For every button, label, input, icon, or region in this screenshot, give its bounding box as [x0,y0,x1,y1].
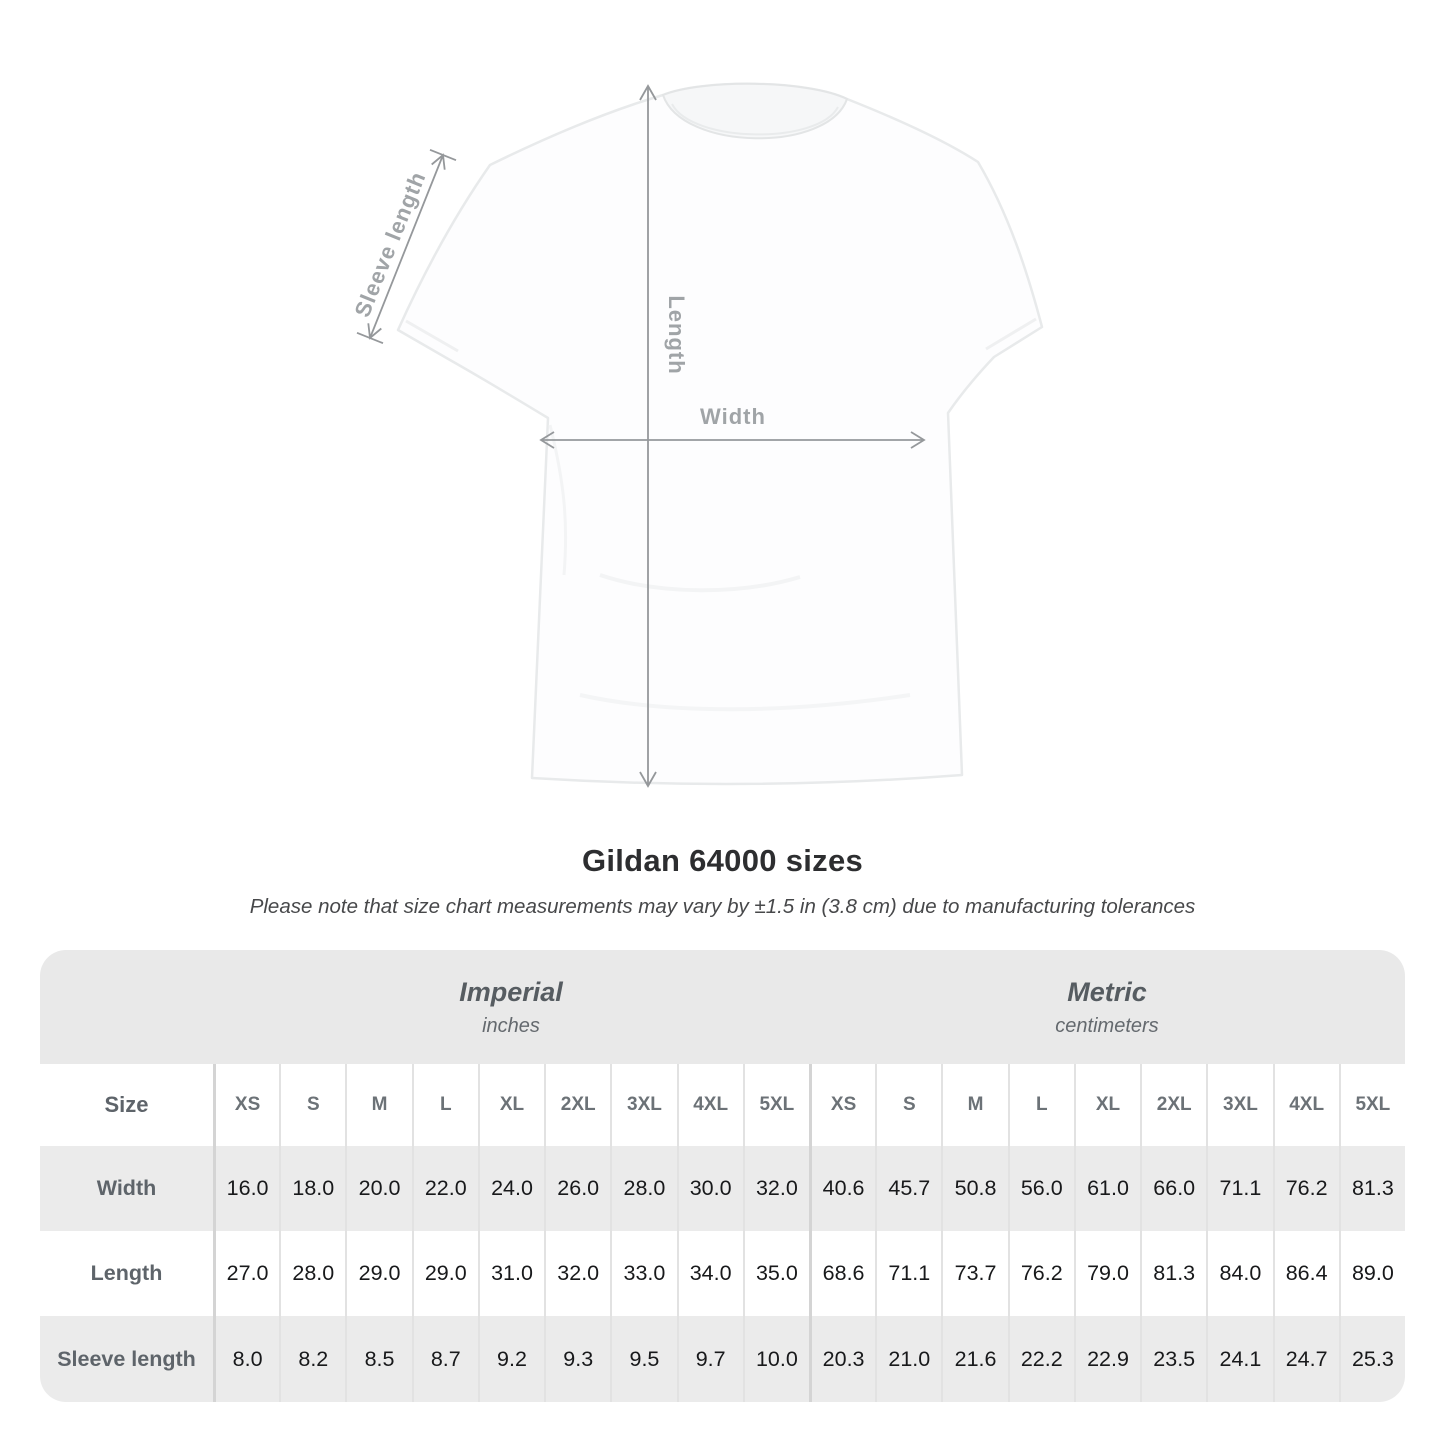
value-length-imperial-m: 29.0 [345,1231,412,1316]
size-header-metric-m: M [941,1064,1008,1146]
size-header-imperial-xl: XL [477,1064,545,1146]
value-length-imperial-2xl: 32.0 [544,1231,611,1316]
value-width-imperial-2xl: 26.0 [544,1146,611,1231]
value-width-metric-2xl: 66.0 [1140,1146,1207,1231]
size-header-imperial-m: M [345,1064,412,1146]
tshirt-image [396,82,1044,786]
imperial-group-title: Imperial [459,976,563,1007]
value-width-metric-s: 45.7 [875,1146,942,1231]
size-header-imperial-2xl: 2XL [544,1064,611,1146]
value-sleeve-length-metric-m: 21.6 [941,1316,1008,1402]
value-width-metric-xl: 61.0 [1073,1146,1141,1231]
size-header-imperial-l: L [411,1064,478,1146]
value-length-metric-l: 76.2 [1007,1231,1074,1316]
value-width-imperial-m: 20.0 [345,1146,412,1231]
value-length-metric-xs: 68.6 [808,1231,876,1316]
value-length-imperial-s: 28.0 [279,1231,346,1316]
metric-group-title: Metric [1067,976,1147,1007]
tshirt-measurement-figure: Sleeve length Length Width [349,55,1050,820]
collar [661,82,849,140]
value-sleeve-length-metric-l: 22.2 [1007,1316,1074,1402]
value-sleeve-length-imperial-3xl: 9.5 [610,1316,677,1402]
value-length-metric-3xl: 84.0 [1206,1231,1273,1316]
size-chart-table: Imperial inches Metric centimeters Size X… [40,950,1405,1402]
value-width-metric-m: 50.8 [941,1146,1008,1231]
value-sleeve-length-metric-5xl: 25.3 [1338,1316,1405,1402]
tshirt-graphic: Sleeve length Length Width [349,82,1044,788]
value-sleeve-length-imperial-4xl: 9.7 [676,1316,743,1402]
value-sleeve-length-metric-xl: 22.9 [1073,1316,1141,1402]
value-sleeve-length-imperial-s: 8.2 [279,1316,346,1402]
metric-group-unit: centimeters [1055,1014,1159,1037]
size-header-imperial-5xl: 5XL [742,1064,809,1146]
size-header-metric-xs: XS [808,1064,876,1146]
value-length-metric-2xl: 81.3 [1140,1231,1207,1316]
value-width-imperial-xs: 16.0 [213,1146,280,1231]
size-header-metric-3xl: 3XL [1206,1064,1273,1146]
row-label-sleeve-length: Sleeve length [40,1316,213,1402]
width-arrow [539,431,926,449]
metric-group-header: Metric centimeters [808,950,1405,1064]
length-label: Length [664,295,689,374]
size-header-metric-l: L [1007,1064,1074,1146]
page-subtitle: Please note that size chart measurements… [249,895,1196,918]
value-sleeve-length-metric-3xl: 24.1 [1206,1316,1273,1402]
value-sleeve-length-imperial-2xl: 9.3 [544,1316,611,1402]
value-length-imperial-5xl: 35.0 [742,1231,809,1316]
size-header-metric-xl: XL [1073,1064,1141,1146]
value-sleeve-length-imperial-5xl: 10.0 [742,1316,809,1402]
page-title: Gildan 64000 sizes [581,843,864,878]
width-label: Width [700,404,766,429]
value-length-imperial-xl: 31.0 [477,1231,545,1316]
value-width-imperial-s: 18.0 [279,1146,346,1231]
value-length-imperial-l: 29.0 [411,1231,478,1316]
value-width-imperial-l: 22.0 [411,1146,478,1231]
value-sleeve-length-metric-xs: 20.3 [808,1316,876,1402]
size-header-imperial-4xl: 4XL [676,1064,743,1146]
size-header-imperial-xs: XS [213,1064,280,1146]
size-table-grid: Imperial inches Metric centimeters Size X… [40,950,1405,1402]
value-sleeve-length-imperial-l: 8.7 [411,1316,478,1402]
length-arrow [639,84,657,788]
value-sleeve-length-metric-s: 21.0 [875,1316,942,1402]
value-width-metric-l: 56.0 [1007,1146,1074,1231]
value-width-imperial-4xl: 30.0 [676,1146,743,1231]
value-width-imperial-xl: 24.0 [477,1146,545,1231]
value-sleeve-length-imperial-xs: 8.0 [213,1316,280,1402]
value-length-metric-5xl: 89.0 [1338,1231,1405,1316]
value-length-metric-s: 71.1 [875,1231,942,1316]
size-header-metric-s: S [875,1064,942,1146]
size-header-metric-5xl: 5XL [1338,1064,1405,1146]
size-header-imperial-s: S [279,1064,346,1146]
value-width-metric-4xl: 76.2 [1272,1146,1339,1231]
size-header-imperial-3xl: 3XL [610,1064,677,1146]
value-length-metric-4xl: 86.4 [1272,1231,1339,1316]
value-length-imperial-xs: 27.0 [213,1231,280,1316]
row-label-width: Width [40,1146,213,1231]
imperial-group-unit: inches [482,1014,540,1037]
sleeve-length-arrow [356,148,457,345]
value-sleeve-length-metric-2xl: 23.5 [1140,1316,1207,1402]
size-row-label: Size [40,1064,213,1146]
value-sleeve-length-metric-4xl: 24.7 [1272,1316,1339,1402]
value-width-imperial-3xl: 28.0 [610,1146,677,1231]
value-sleeve-length-imperial-xl: 9.2 [477,1316,545,1402]
imperial-group-header: Imperial inches [213,950,809,1064]
value-width-metric-5xl: 81.3 [1338,1146,1405,1231]
value-width-imperial-5xl: 32.0 [742,1146,809,1231]
row-label-length: Length [40,1231,213,1316]
value-length-metric-xl: 79.0 [1073,1231,1141,1316]
value-sleeve-length-imperial-m: 8.5 [345,1316,412,1402]
value-width-metric-3xl: 71.1 [1206,1146,1273,1231]
value-length-imperial-4xl: 34.0 [676,1231,743,1316]
value-length-imperial-3xl: 33.0 [610,1231,677,1316]
value-length-metric-m: 73.7 [941,1231,1008,1316]
size-header-metric-2xl: 2XL [1140,1064,1207,1146]
table-corner-cell [40,950,213,1064]
value-width-metric-xs: 40.6 [808,1146,876,1231]
size-header-metric-4xl: 4XL [1272,1064,1339,1146]
